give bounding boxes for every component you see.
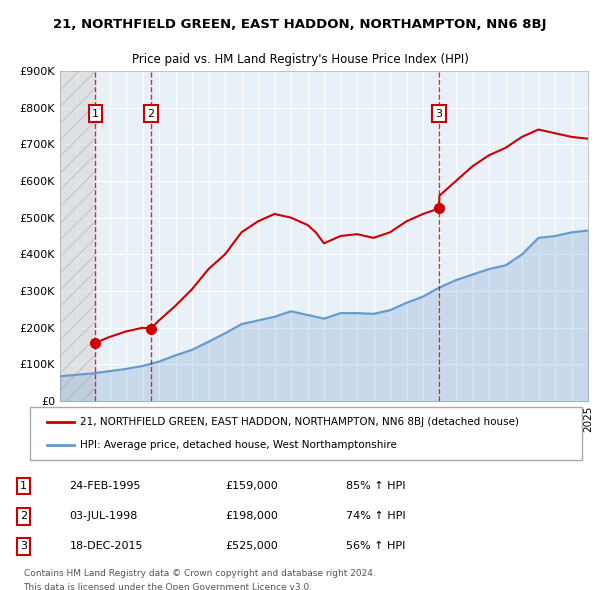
- Text: Contains HM Land Registry data © Crown copyright and database right 2024.: Contains HM Land Registry data © Crown c…: [23, 569, 375, 578]
- Text: 74% ↑ HPI: 74% ↑ HPI: [346, 512, 406, 521]
- Text: 03-JUL-1998: 03-JUL-1998: [70, 512, 138, 521]
- Text: 2: 2: [20, 512, 27, 521]
- Text: £159,000: £159,000: [225, 481, 278, 491]
- Text: £198,000: £198,000: [225, 512, 278, 521]
- Text: 18-DEC-2015: 18-DEC-2015: [70, 542, 143, 551]
- Text: 21, NORTHFIELD GREEN, EAST HADDON, NORTHAMPTON, NN6 8BJ: 21, NORTHFIELD GREEN, EAST HADDON, NORTH…: [53, 18, 547, 31]
- Bar: [60, 71, 95, 401]
- FancyBboxPatch shape: [30, 407, 582, 460]
- Text: 21, NORTHFIELD GREEN, EAST HADDON, NORTHAMPTON, NN6 8BJ (detached house): 21, NORTHFIELD GREEN, EAST HADDON, NORTH…: [80, 417, 518, 427]
- Text: This data is licensed under the Open Government Licence v3.0.: This data is licensed under the Open Gov…: [23, 583, 313, 590]
- Text: 85% ↑ HPI: 85% ↑ HPI: [346, 481, 406, 491]
- Text: 56% ↑ HPI: 56% ↑ HPI: [346, 542, 406, 551]
- Text: 24-FEB-1995: 24-FEB-1995: [70, 481, 141, 491]
- Text: 3: 3: [20, 542, 27, 551]
- Text: 1: 1: [92, 109, 99, 119]
- Text: 3: 3: [436, 109, 442, 119]
- Text: £525,000: £525,000: [225, 542, 278, 551]
- Text: 1: 1: [20, 481, 27, 491]
- Text: 2: 2: [147, 109, 154, 119]
- Text: Price paid vs. HM Land Registry's House Price Index (HPI): Price paid vs. HM Land Registry's House …: [131, 53, 469, 66]
- Text: HPI: Average price, detached house, West Northamptonshire: HPI: Average price, detached house, West…: [80, 440, 397, 450]
